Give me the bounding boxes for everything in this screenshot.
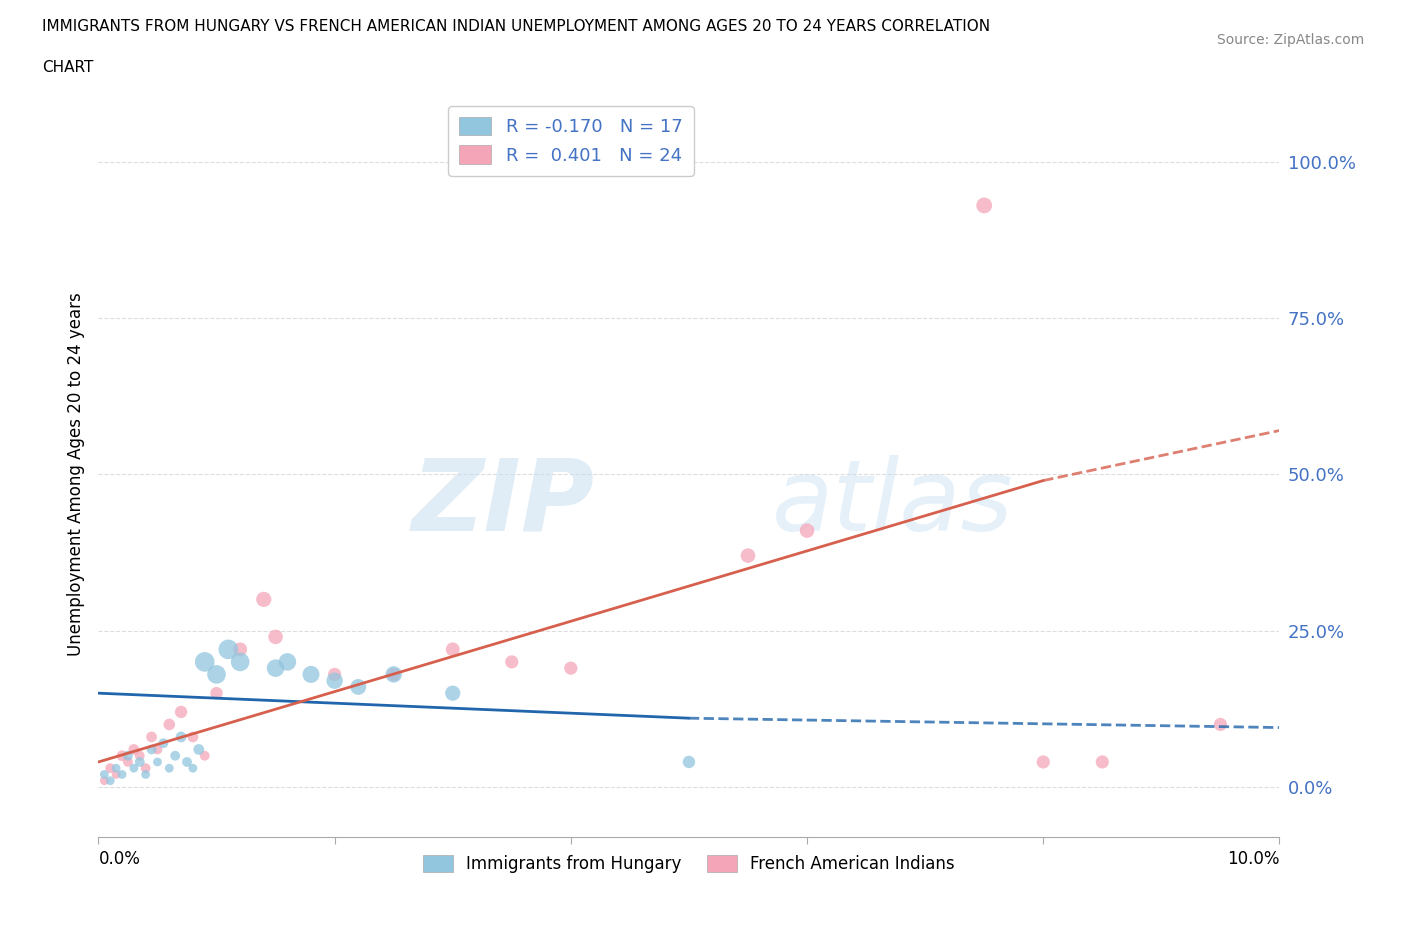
Legend: Immigrants from Hungary, French American Indians: Immigrants from Hungary, French American…	[416, 848, 962, 880]
Point	[205, 667, 228, 682]
Point	[157, 761, 180, 776]
Point	[441, 685, 464, 700]
Point	[382, 667, 405, 682]
Point	[501, 655, 523, 670]
Point	[1032, 754, 1054, 769]
Point	[93, 773, 115, 788]
Point	[253, 591, 276, 606]
Point	[1209, 717, 1232, 732]
Point	[560, 660, 582, 675]
Point	[264, 660, 287, 675]
Point	[135, 767, 157, 782]
Point	[111, 767, 134, 782]
Point	[165, 749, 187, 764]
Point	[141, 742, 163, 757]
Point	[128, 749, 150, 764]
Point	[146, 754, 169, 769]
Point	[117, 749, 139, 764]
Point	[117, 754, 139, 769]
Point	[98, 761, 121, 776]
Point	[105, 767, 128, 782]
Point	[264, 630, 287, 644]
Point	[93, 767, 115, 782]
Text: 10.0%: 10.0%	[1227, 849, 1279, 868]
Point	[299, 667, 322, 682]
Point	[441, 642, 464, 657]
Point	[323, 667, 346, 682]
Point	[973, 198, 995, 213]
Point	[152, 736, 174, 751]
Point	[141, 729, 163, 744]
Point	[181, 729, 204, 744]
Point	[217, 642, 239, 657]
Text: Source: ZipAtlas.com: Source: ZipAtlas.com	[1216, 33, 1364, 46]
Point	[122, 742, 145, 757]
Point	[323, 673, 346, 688]
Point	[276, 655, 298, 670]
Point	[128, 754, 150, 769]
Point	[1091, 754, 1114, 769]
Point	[105, 761, 128, 776]
Text: ZIP: ZIP	[412, 455, 595, 551]
Point	[229, 642, 252, 657]
Point	[194, 655, 217, 670]
Point	[205, 685, 228, 700]
Text: CHART: CHART	[42, 60, 94, 75]
Point	[181, 761, 204, 776]
Text: 0.0%: 0.0%	[98, 849, 141, 868]
Point	[796, 524, 818, 538]
Point	[111, 749, 134, 764]
Point	[157, 717, 180, 732]
Point	[229, 655, 252, 670]
Y-axis label: Unemployment Among Ages 20 to 24 years: Unemployment Among Ages 20 to 24 years	[66, 292, 84, 657]
Point	[187, 742, 209, 757]
Point	[146, 742, 169, 757]
Point	[737, 548, 759, 563]
Point	[678, 754, 700, 769]
Point	[170, 705, 193, 720]
Point	[176, 754, 198, 769]
Point	[347, 680, 370, 695]
Text: IMMIGRANTS FROM HUNGARY VS FRENCH AMERICAN INDIAN UNEMPLOYMENT AMONG AGES 20 TO : IMMIGRANTS FROM HUNGARY VS FRENCH AMERIC…	[42, 19, 990, 33]
Point	[382, 667, 405, 682]
Point	[135, 761, 157, 776]
Point	[194, 749, 217, 764]
Point	[170, 729, 193, 744]
Point	[122, 761, 145, 776]
Point	[98, 773, 121, 788]
Text: atlas: atlas	[772, 455, 1014, 551]
